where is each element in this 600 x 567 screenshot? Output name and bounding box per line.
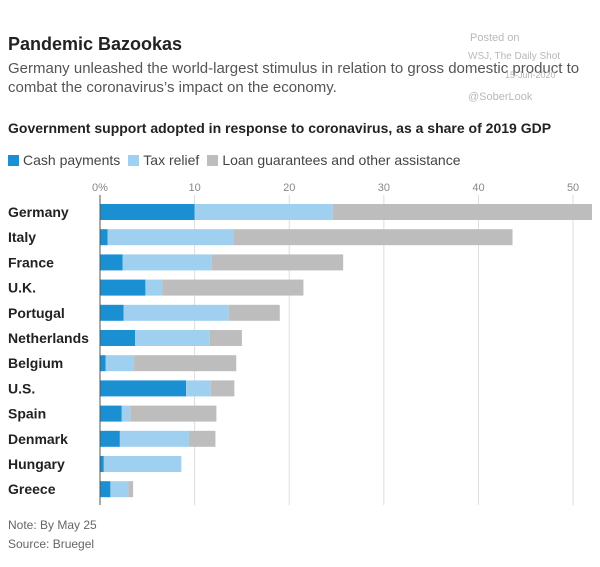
- bar-loan: [130, 405, 217, 422]
- bar-cash: [100, 380, 187, 397]
- category-label: France: [8, 254, 54, 270]
- category-label: Netherlands: [8, 330, 89, 346]
- category-label: Denmark: [8, 431, 68, 447]
- bar-loan: [209, 330, 242, 346]
- bar-cash: [100, 330, 136, 346]
- x-tick-label: 10: [188, 182, 200, 194]
- bar-loan: [233, 229, 513, 246]
- bar-cash: [100, 430, 120, 447]
- x-tick-label: 50: [567, 182, 579, 194]
- bar-tax: [122, 254, 212, 271]
- bar-tax: [105, 355, 135, 372]
- bar-cash: [100, 456, 104, 472]
- bar-loan: [128, 481, 134, 498]
- bar-tax: [107, 229, 234, 246]
- watermark-date: 15-Jun-2020: [505, 70, 556, 80]
- bar-loan: [188, 430, 216, 447]
- x-tick-label: 0%: [92, 182, 108, 194]
- category-label: Hungary: [8, 456, 65, 472]
- bar-cash: [100, 405, 122, 422]
- bar-loan: [332, 204, 592, 220]
- legend-label-cash: Cash payments: [23, 152, 121, 168]
- legend-item-loan: Loan guarantees and other assistance: [207, 152, 460, 168]
- bar-loan: [211, 254, 344, 271]
- bar-loan: [162, 279, 304, 296]
- legend-item-cash: Cash payments: [8, 152, 120, 168]
- footnote: Note: By May 25: [8, 518, 97, 532]
- bar-cash: [100, 355, 106, 372]
- bar-cash: [100, 229, 108, 246]
- legend-swatch-loan: [207, 154, 219, 166]
- x-tick-label: 40: [472, 182, 484, 194]
- bar-cash: [100, 254, 123, 271]
- category-label: U.S.: [8, 380, 35, 396]
- bar-tax: [194, 204, 333, 220]
- chart-legend: Cash payments Tax relief Loan guarantees…: [8, 152, 468, 168]
- page-subtitle: Germany unleashed the world-largest stim…: [8, 60, 580, 96]
- category-label: Greece: [8, 481, 56, 497]
- bar-tax: [110, 481, 129, 498]
- category-label: Spain: [8, 406, 46, 422]
- bar-tax: [123, 304, 229, 321]
- bar-loan: [228, 304, 280, 321]
- legend-swatch-tax: [128, 154, 140, 166]
- bar-tax: [145, 279, 163, 296]
- bar-cash: [100, 204, 195, 220]
- watermark-source: WSJ, The Daily Shot: [468, 51, 561, 62]
- category-label: Belgium: [8, 355, 63, 371]
- bar-tax: [103, 456, 182, 472]
- bar-cash: [100, 279, 146, 296]
- watermark-handle: @SoberLook: [468, 91, 533, 103]
- bar-tax: [119, 430, 189, 447]
- category-label: U.K.: [8, 280, 36, 296]
- x-tick-label: 20: [283, 182, 295, 194]
- bar-cash: [100, 304, 124, 321]
- page-title: Pandemic Bazookas: [8, 34, 183, 54]
- category-label: Germany: [8, 204, 69, 220]
- bar-tax: [135, 330, 210, 346]
- bar-cash: [100, 481, 111, 498]
- watermark-posted: Posted on: [470, 32, 520, 44]
- bar-tax: [121, 405, 131, 422]
- legend-label-tax: Tax relief: [143, 152, 200, 168]
- legend-label-loan: Loan guarantees and other assistance: [222, 152, 461, 168]
- x-tick-label: 30: [378, 182, 390, 194]
- source-note: Source: Bruegel: [8, 537, 95, 551]
- legend-item-tax: Tax relief: [128, 152, 199, 168]
- category-label: Portugal: [8, 305, 65, 321]
- bar-loan: [210, 380, 235, 397]
- legend-swatch-cash: [8, 154, 19, 166]
- bar-tax: [186, 380, 211, 397]
- category-label: Italy: [8, 229, 36, 245]
- bar-loan: [134, 355, 237, 372]
- chart-title: Government support adopted in response t…: [8, 120, 552, 136]
